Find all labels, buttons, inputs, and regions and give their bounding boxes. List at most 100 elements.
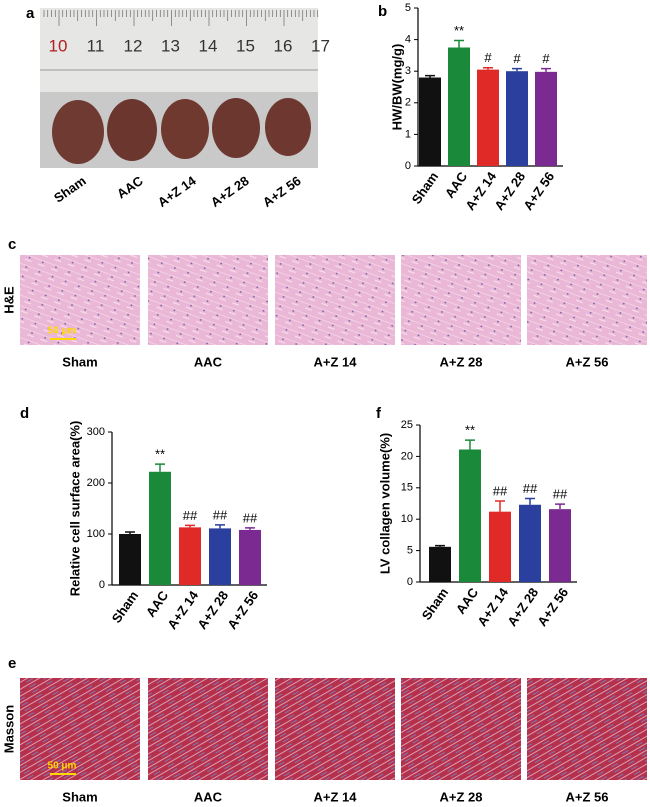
group-label: A+Z 56 xyxy=(566,354,609,369)
group-label: AAC xyxy=(194,354,223,369)
group-label: A+Z 14 xyxy=(155,173,199,210)
micrograph xyxy=(401,255,521,345)
y-tick-label: 4 xyxy=(405,34,411,46)
ruler-number: 16 xyxy=(274,36,293,55)
significance: ## xyxy=(553,487,568,502)
significance: # xyxy=(484,50,492,65)
error-bar xyxy=(555,503,565,510)
group-label: AAC xyxy=(194,789,223,804)
error-bar xyxy=(512,67,522,72)
y-tick-label: 15 xyxy=(401,482,413,494)
group-label: A+Z 14 xyxy=(314,789,358,804)
error-bar xyxy=(454,39,464,48)
micrograph xyxy=(148,255,268,345)
significance: # xyxy=(513,51,521,66)
significance: # xyxy=(542,51,550,66)
significance: ** xyxy=(465,423,475,438)
ruler-number: 14 xyxy=(199,36,218,55)
x-tick-label: AAC xyxy=(143,588,172,620)
significance: ## xyxy=(523,481,538,496)
bar xyxy=(535,71,557,166)
ruler xyxy=(40,8,318,92)
y-tick-label: 10 xyxy=(401,513,413,525)
y-tick-label: 3 xyxy=(405,65,411,77)
significance: ## xyxy=(243,510,258,525)
x-tick-label: A+Z 56 xyxy=(520,169,557,213)
error-bar xyxy=(483,66,493,70)
y-tick-label: 0 xyxy=(99,579,105,591)
bar xyxy=(179,527,201,585)
y-axis-label: LV collagen volume(%) xyxy=(377,433,392,574)
group-label: A+Z 56 xyxy=(260,173,304,210)
bar xyxy=(549,509,571,582)
y-axis-label: HW/BW(mg/g) xyxy=(389,44,404,131)
group-label: AAC xyxy=(114,173,146,202)
y-tick-label: 20 xyxy=(401,450,413,462)
bar xyxy=(519,504,541,582)
y-tick-label: 100 xyxy=(87,528,105,540)
significance: ## xyxy=(213,507,228,522)
group-label: A+Z 28 xyxy=(208,173,252,210)
error-bar xyxy=(495,500,505,512)
scale-bar-label: 50 μm xyxy=(48,326,77,337)
ruler-number: 13 xyxy=(161,36,180,55)
y-tick-label: 1 xyxy=(405,128,411,140)
bar xyxy=(119,534,141,585)
bar xyxy=(429,546,451,582)
panel-label: c xyxy=(8,236,16,253)
bar xyxy=(506,71,528,166)
micrograph xyxy=(275,678,395,780)
group-label: Sham xyxy=(51,173,89,206)
micrograph xyxy=(527,678,647,780)
bar xyxy=(477,69,499,166)
group-label: A+Z 14 xyxy=(314,354,358,369)
group-label: A+Z 56 xyxy=(566,789,609,804)
y-tick-label: 0 xyxy=(407,576,413,588)
x-tick-label: A+Z 56 xyxy=(224,588,261,632)
error-bar xyxy=(245,527,255,530)
bar xyxy=(419,77,441,166)
panel-label: d xyxy=(20,405,29,422)
micrograph xyxy=(20,678,140,780)
group-label: Sham xyxy=(62,354,97,369)
panel-label: f xyxy=(376,405,382,422)
panel-label: a xyxy=(26,5,35,22)
x-tick-label: Sham xyxy=(419,585,452,623)
error-bar xyxy=(525,497,535,505)
error-bar xyxy=(465,439,475,450)
significance: ## xyxy=(183,508,198,523)
panel-label: e xyxy=(8,655,16,672)
panel-label: b xyxy=(378,3,387,20)
bar xyxy=(448,47,470,166)
x-tick-label: Sham xyxy=(409,169,442,207)
significance: ** xyxy=(454,23,464,38)
y-tick-label: 5 xyxy=(407,545,413,557)
y-tick-label: 25 xyxy=(401,419,413,431)
significance: ** xyxy=(155,447,165,462)
x-tick-label: AAC xyxy=(453,585,482,617)
micrograph xyxy=(527,255,647,345)
error-bar xyxy=(435,544,445,547)
micrograph xyxy=(20,255,140,345)
bar xyxy=(459,449,481,582)
y-axis-label: Relative cell surface area(%) xyxy=(67,421,82,597)
micrograph xyxy=(148,678,268,780)
group-label: Sham xyxy=(62,789,97,804)
group-label: A+Z 28 xyxy=(440,789,483,804)
ruler-number: 15 xyxy=(236,36,255,55)
ruler-number: 11 xyxy=(87,36,105,55)
ruler-number: 12 xyxy=(124,36,143,55)
scale-bar-label: 50 μm xyxy=(48,761,77,772)
bar xyxy=(239,529,261,585)
hearts xyxy=(52,98,311,164)
bar xyxy=(209,528,231,585)
error-bar xyxy=(185,524,195,528)
y-tick-label: 2 xyxy=(405,97,411,109)
stain-label: H&E xyxy=(1,286,16,314)
micrograph xyxy=(275,255,395,345)
group-label: A+Z 28 xyxy=(440,354,483,369)
bar xyxy=(489,511,511,582)
error-bar xyxy=(425,74,435,78)
y-tick-label: 5 xyxy=(405,2,411,14)
